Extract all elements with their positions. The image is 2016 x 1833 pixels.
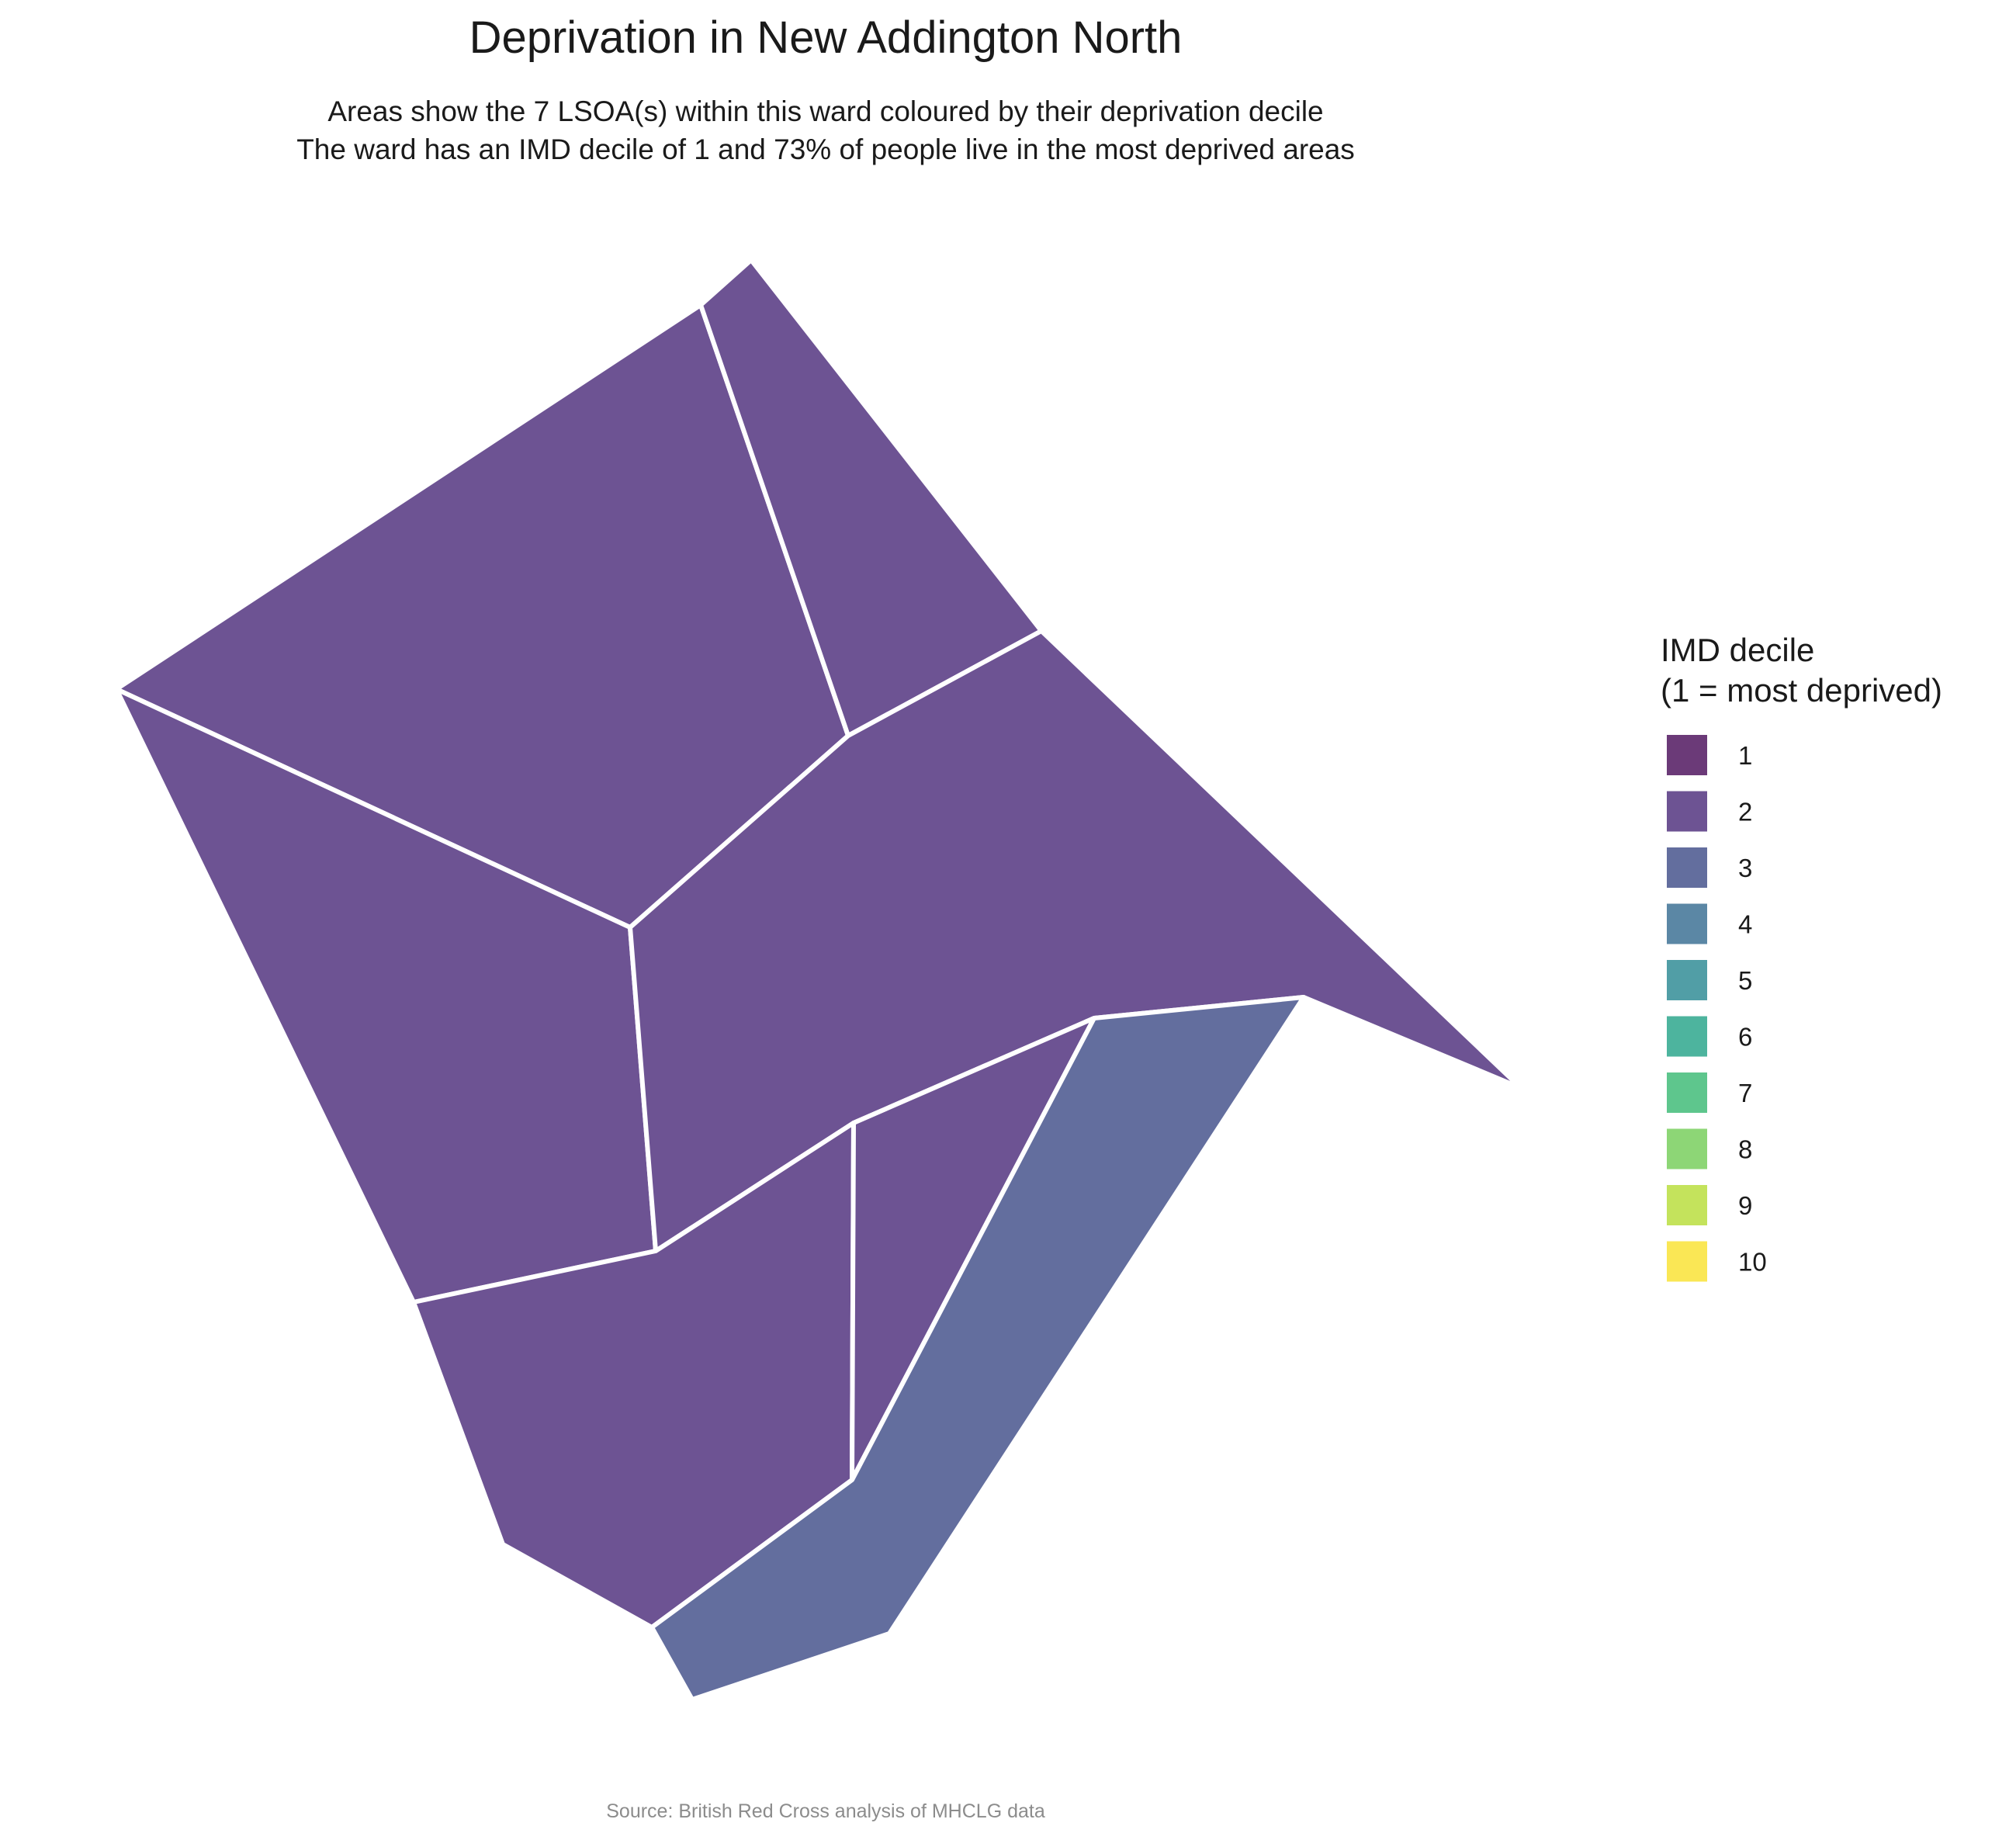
legend-entries: 1 2 3 4 5 6 7 8 9 10 (1667, 735, 1767, 1282)
legend-swatch-4 (1667, 903, 1707, 944)
legend-label-2: 2 (1738, 798, 1752, 826)
legend-swatch-7 (1667, 1072, 1707, 1113)
legend-label-4: 4 (1738, 910, 1752, 939)
legend-label-1: 1 (1738, 741, 1752, 770)
map-title: Deprivation in New Addington North (469, 12, 1183, 63)
legend: IMD decile (1 = most deprived) 1 2 3 4 5 6 7 8 9… (1661, 632, 1942, 1282)
legend-swatch-8 (1667, 1128, 1707, 1169)
legend-swatch-6 (1667, 1016, 1707, 1057)
legend-swatch-5 (1667, 960, 1707, 1000)
legend-swatch-9 (1667, 1185, 1707, 1225)
legend-swatch-3 (1667, 847, 1707, 888)
legend-label-7: 7 (1738, 1079, 1752, 1107)
map-subtitle-line-1: Areas show the 7 LSOA(s) within this war… (327, 95, 1323, 127)
legend-label-5: 5 (1738, 966, 1752, 995)
legend-label-6: 6 (1738, 1023, 1752, 1052)
legend-label-10: 10 (1738, 1248, 1767, 1277)
lsoa-south-east (649, 995, 1306, 1702)
legend-label-3: 3 (1738, 854, 1752, 882)
legend-title-line-2: (1 = most deprived) (1661, 672, 1942, 709)
legend-label-9: 9 (1738, 1191, 1752, 1220)
legend-title-line-1: IMD decile (1661, 632, 1814, 668)
legend-label-8: 8 (1738, 1135, 1752, 1164)
lsoa-areas (114, 258, 1523, 1702)
map-subtitle-line-2: The ward has an IMD decile of 1 and 73% … (296, 133, 1355, 165)
legend-swatch-2 (1667, 791, 1707, 832)
legend-swatch-1 (1667, 735, 1707, 775)
legend-swatch-10 (1667, 1241, 1707, 1282)
source-caption: Source: British Red Cross analysis of MH… (606, 1800, 1045, 1822)
